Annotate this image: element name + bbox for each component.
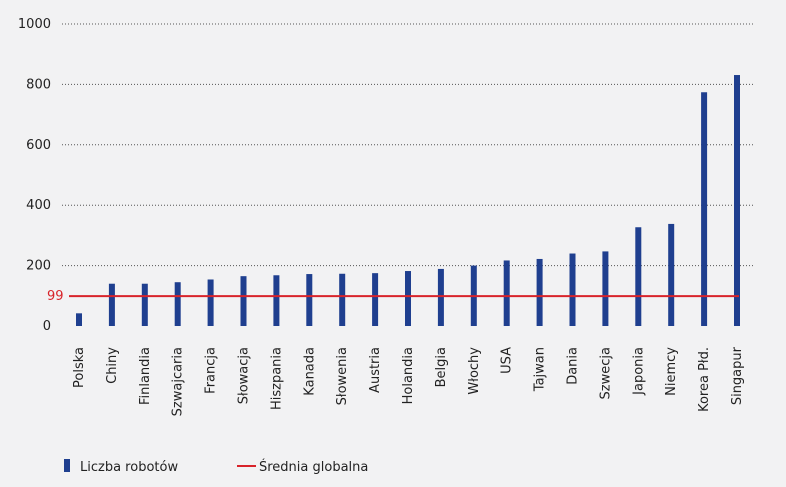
bar-niemcy xyxy=(668,223,675,326)
x-category-label: Słowenia xyxy=(335,347,350,405)
x-category-label: Austria xyxy=(368,347,383,393)
bar-słowenia xyxy=(339,273,346,326)
bar-tajwan xyxy=(536,258,543,326)
x-category-label: Francja xyxy=(204,347,219,394)
bar-słowacja xyxy=(240,276,247,326)
x-category-label: Finlandia xyxy=(138,347,153,405)
bar-dania xyxy=(569,253,576,326)
average-line-group: 99 xyxy=(47,289,739,304)
x-category-label: Szwajcaria xyxy=(171,347,186,416)
legend-bar-label: Liczba robotów xyxy=(80,460,178,475)
x-category-label: Hiszpania xyxy=(269,347,284,410)
bar-kanada xyxy=(306,274,313,326)
y-tick-label-400: 400 xyxy=(26,198,51,213)
y-tick-label-0: 0 xyxy=(43,319,51,334)
bar-chiny xyxy=(108,283,115,326)
x-category-label: Szwecja xyxy=(598,347,613,399)
x-category-label: Kanada xyxy=(302,347,317,396)
x-category-label: Niemcy xyxy=(664,347,679,396)
x-category-label: Polska xyxy=(72,347,87,388)
y-tick-label-600: 600 xyxy=(26,138,51,153)
bar-korea-płd- xyxy=(701,92,708,326)
bar-francja xyxy=(207,279,214,326)
x-axis-category-labels: Polska Chiny Finlandia Szwajcaria Francja Sło… xyxy=(72,346,745,416)
bar-szwecja xyxy=(602,251,609,326)
y-tick-label-800: 800 xyxy=(26,77,51,92)
x-category-label: Chiny xyxy=(105,347,120,384)
bar-usa xyxy=(503,260,510,326)
x-category-label: USA xyxy=(500,347,515,374)
y-tick-label-200: 200 xyxy=(26,259,51,274)
x-category-label: Singapur xyxy=(730,346,745,405)
bar-singapur xyxy=(734,75,740,327)
x-category-label: Belgia xyxy=(434,347,449,387)
bar-holandia xyxy=(405,271,411,326)
bar-szwajcaria xyxy=(174,282,181,326)
x-category-label: Holandia xyxy=(401,347,416,404)
x-category-label: Korea Płd. xyxy=(697,347,712,412)
y-tick-label-1000: 1000 xyxy=(18,17,51,32)
y-axis-tick-labels: 0 200 400 600 800 1000 xyxy=(18,17,51,334)
bar-austria xyxy=(372,273,379,326)
x-category-label: Włochy xyxy=(467,347,482,395)
bar-japonia xyxy=(635,227,642,326)
legend-average-label: Średnia globalna xyxy=(259,459,368,475)
bar-finlandia xyxy=(141,283,148,326)
grid-layer xyxy=(62,23,755,267)
bars xyxy=(76,75,740,327)
bar-polska xyxy=(76,313,82,326)
x-category-label: Słowacja xyxy=(237,347,252,404)
bar-belgia xyxy=(437,268,444,326)
x-category-label: Japonia xyxy=(631,347,646,396)
x-category-label: Dania xyxy=(566,347,581,385)
bar-hiszpania xyxy=(273,275,280,326)
average-value-label: 99 xyxy=(47,289,64,304)
legend: Liczba robotów Średnia globalna xyxy=(64,459,368,475)
legend-bar-swatch xyxy=(64,459,70,472)
x-category-label: Tajwan xyxy=(533,347,548,392)
